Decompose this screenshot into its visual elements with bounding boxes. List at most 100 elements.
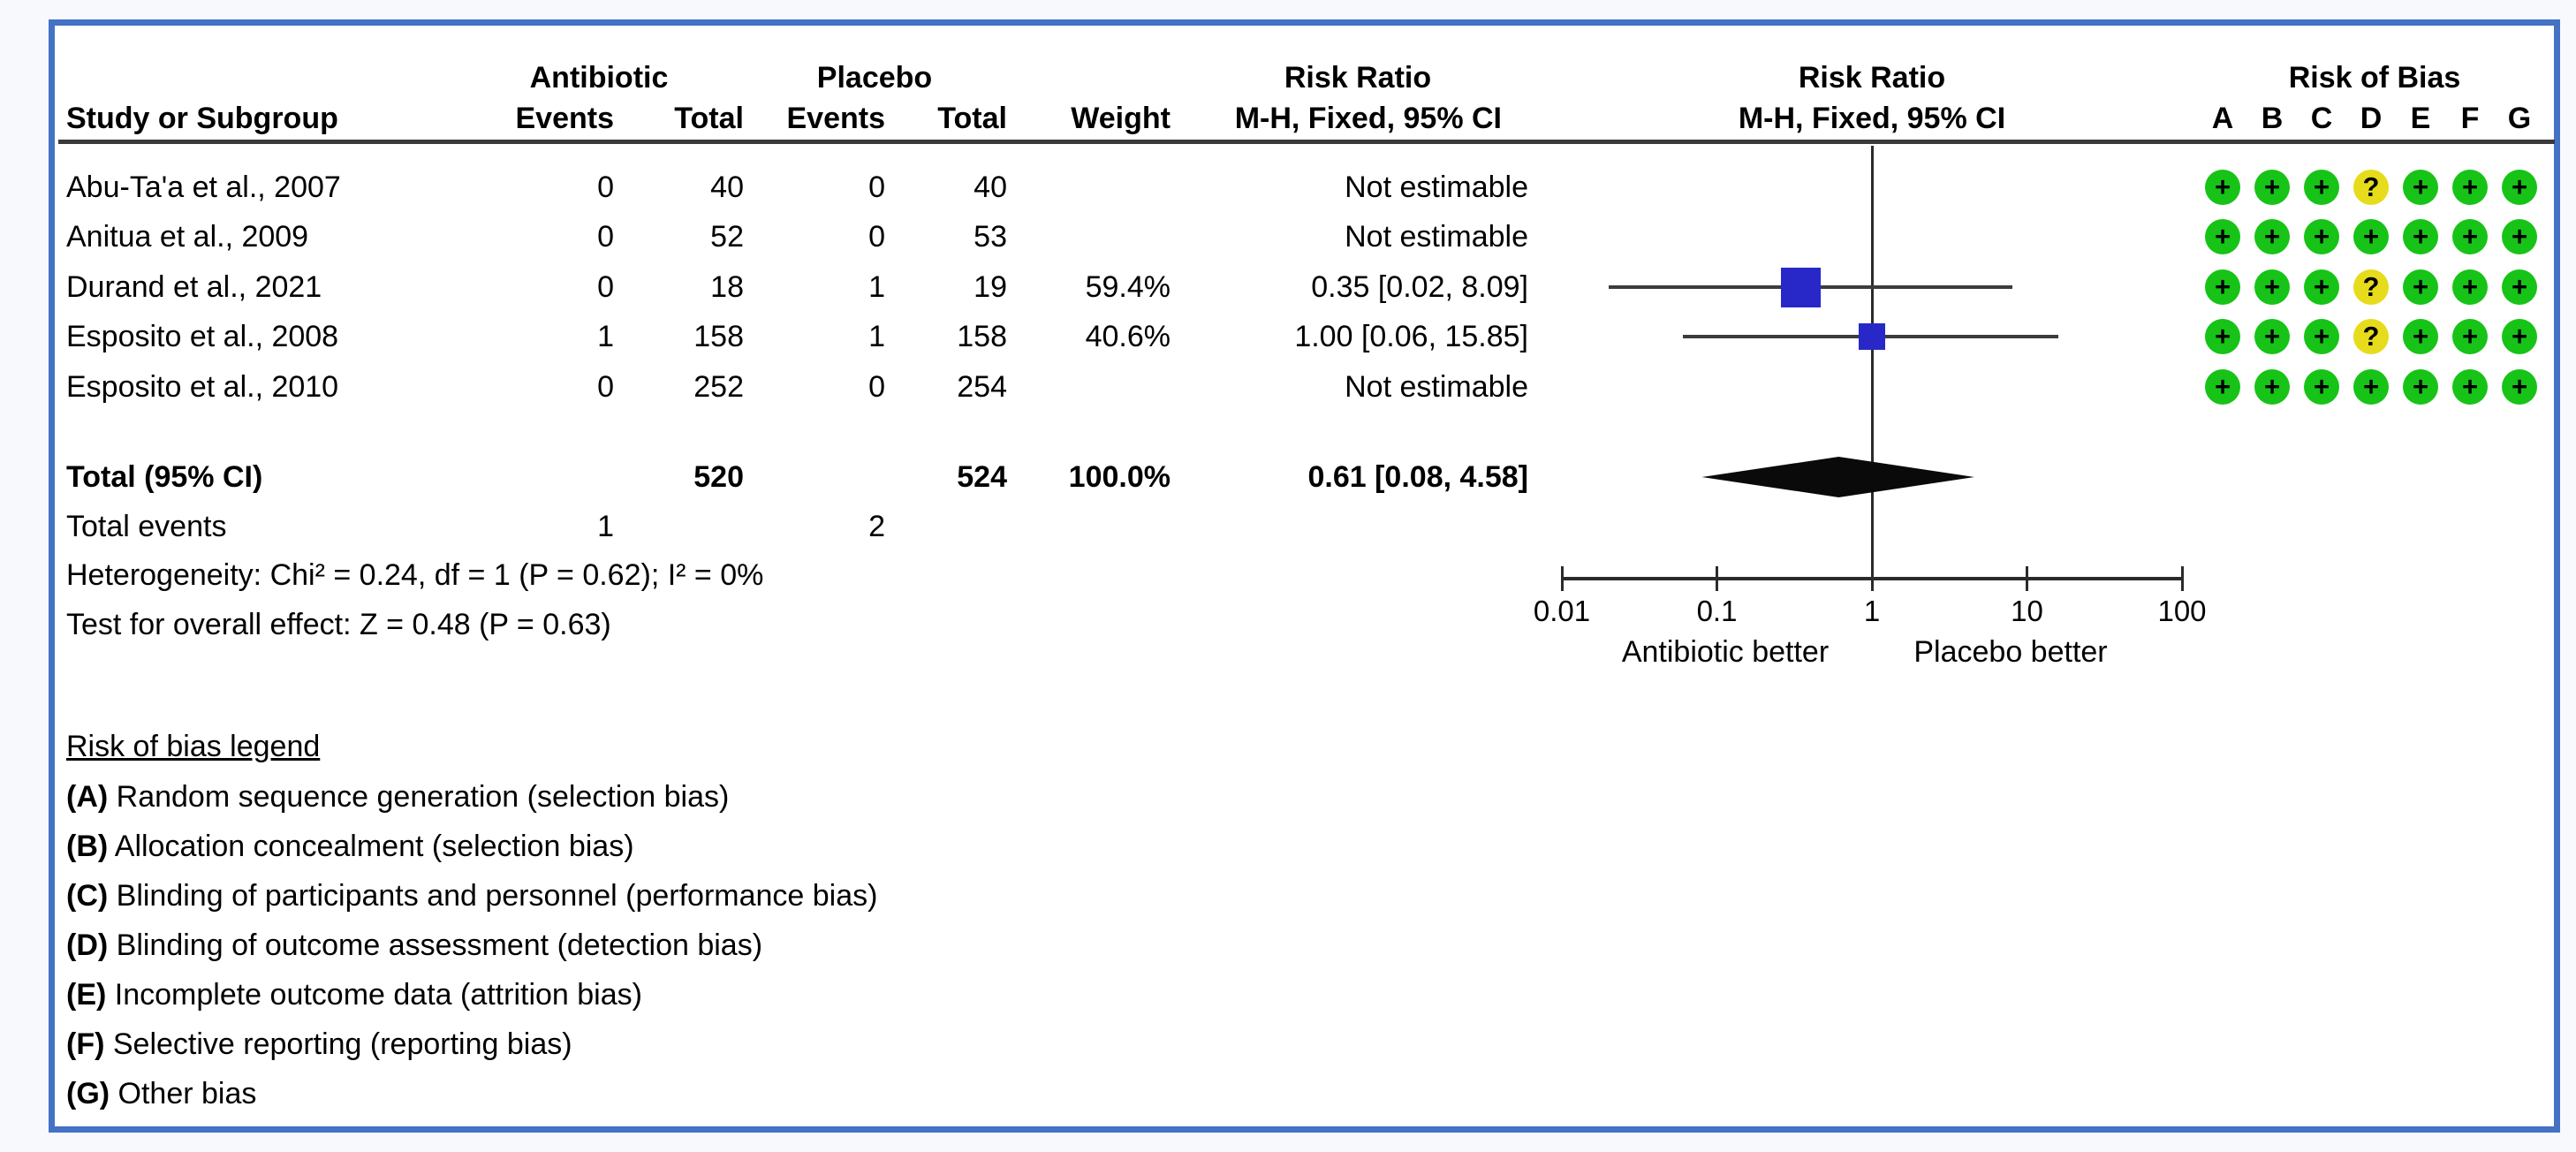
axis-tick: [1560, 566, 1564, 591]
risk-of-bias-dot: +: [2205, 170, 2240, 205]
risk-of-bias-dot: +: [2502, 319, 2537, 354]
legend-item: (F) Selective reporting (reporting bias): [66, 1019, 572, 1069]
events-antibiotic: 0: [597, 370, 614, 404]
total-placebo: 53: [974, 220, 1007, 254]
legend-item-text: Random sequence generation (selection bi…: [108, 780, 730, 814]
risk-of-bias-dot: +: [2254, 219, 2290, 254]
legend-item: (D) Blinding of outcome assessment (dete…: [66, 921, 762, 970]
risk-of-bias-dot: +: [2403, 269, 2438, 305]
legend-item: (G) Other bias: [66, 1069, 256, 1118]
total-rr-ci: 0.61 [0.08, 4.58]: [1307, 460, 1528, 494]
risk-of-bias-dot: +: [2403, 319, 2438, 354]
group-header-antibiotic: Antibiotic: [529, 61, 669, 95]
axis-tick-label: 100: [2157, 595, 2207, 627]
total-events-label: Total events: [66, 510, 227, 543]
column-header-risk-ratio-plot: Risk Ratio: [1798, 61, 1946, 95]
risk-of-bias-letter: B: [2261, 102, 2284, 135]
total-events-placebo: 2: [868, 510, 885, 543]
risk-of-bias-letter: G: [2507, 102, 2532, 135]
events-placebo: 1: [868, 270, 885, 304]
risk-of-bias-dot: +: [2254, 369, 2290, 405]
total-antibiotic: 252: [693, 370, 744, 404]
events-placebo: 0: [868, 220, 885, 254]
events-antibiotic: 0: [597, 220, 614, 254]
column-header-risk-ratio-text: Risk Ratio: [1284, 61, 1432, 95]
axis-label-antibiotic-better: Antibiotic better: [1621, 635, 1830, 669]
legend-item-text: Blinding of participants and personnel (…: [108, 879, 878, 913]
risk-of-bias-letter: D: [2360, 102, 2383, 135]
effect-square: [1859, 323, 1885, 350]
axis-tick-label: 10: [2011, 595, 2043, 627]
events-placebo: 0: [868, 171, 885, 204]
weight-value: 59.4%: [1085, 270, 1171, 304]
risk-of-bias-dot: +: [2403, 369, 2438, 405]
axis-tick: [1870, 566, 1874, 591]
risk-of-bias-letter: A: [2211, 102, 2234, 135]
table-row: Abu-Ta'a et al., 2007 0 40 0 40 Not estimable: [0, 163, 2576, 212]
risk-of-bias-dot: +: [2403, 170, 2438, 205]
effect-square: [1781, 267, 1822, 307]
study-name: Durand et al., 2021: [66, 270, 322, 304]
risk-of-bias-dot: +: [2502, 269, 2537, 305]
total-antibiotic: 18: [710, 270, 744, 304]
legend-item-text: Selective reporting (reporting bias): [104, 1027, 572, 1061]
risk-of-bias-dot: +: [2502, 219, 2537, 254]
axis-tick: [1716, 566, 1718, 591]
risk-ratio-ci-text: 1.00 [0.06, 15.85]: [1294, 320, 1528, 353]
group-header-placebo: Placebo: [816, 61, 933, 95]
legend-item: (E) Incomplete outcome data (attrition b…: [66, 970, 642, 1019]
risk-of-bias-dot: +: [2452, 269, 2488, 305]
column-header-mh-fixed-ci-plot: M-H, Fixed, 95% CI: [1738, 102, 2006, 135]
risk-of-bias-dot: +: [2304, 219, 2339, 254]
total-label: Total (95% CI): [66, 460, 263, 494]
risk-of-bias-dot: +: [2452, 219, 2488, 254]
total-events-antibiotic: 1: [597, 510, 614, 543]
risk-of-bias-dot: +: [2205, 269, 2240, 305]
column-header-weight: Weight: [1071, 102, 1171, 135]
events-antibiotic: 0: [597, 171, 614, 204]
column-header-events-antibiotic: Events: [515, 102, 615, 135]
total-antibiotic: 158: [693, 320, 744, 353]
column-header-study: Study or Subgroup: [66, 102, 338, 135]
study-name: Abu-Ta'a et al., 2007: [66, 171, 341, 204]
axis-tick-label: 0.01: [1533, 595, 1591, 627]
table-row: Anitua et al., 2009 0 52 0 53 Not estimable: [0, 212, 2576, 261]
risk-of-bias-dot: +: [2452, 170, 2488, 205]
risk-of-bias-legend-title: Risk of bias legend: [66, 730, 321, 763]
heterogeneity-row: Heterogeneity: Chi² = 0.24, df = 1 (P = …: [0, 550, 2576, 600]
risk-of-bias-dot: ?: [2353, 170, 2389, 205]
total-weight: 100.0%: [1068, 460, 1171, 494]
events-antibiotic: 0: [597, 270, 614, 304]
study-name: Esposito et al., 2010: [66, 370, 339, 404]
legend-item-text: Allocation concealment (selection bias): [108, 830, 634, 863]
risk-of-bias-dot: +: [2502, 369, 2537, 405]
header-divider-line: [58, 140, 2555, 144]
column-header-total-placebo: Total: [937, 102, 1007, 135]
legend-item: (C) Blinding of participants and personn…: [66, 871, 877, 921]
no-effect-line: [1870, 146, 1874, 580]
legend-item-tag: (D): [66, 928, 109, 962]
legend-item-text: Blinding of outcome assessment (detectio…: [108, 928, 763, 962]
risk-of-bias-dot: +: [2254, 319, 2290, 354]
risk-ratio-ci-text: Not estimable: [1345, 370, 1528, 404]
table-row: Durand et al., 2021 0 18 1 19 59.4% 0.35 [0.02…: [0, 262, 2576, 312]
risk-of-bias-dot: +: [2205, 219, 2240, 254]
total-events-row: Total events 1 2: [0, 502, 2576, 551]
events-placebo: 1: [868, 320, 885, 353]
risk-of-bias-dot: +: [2452, 369, 2488, 405]
risk-of-bias-dot: ?: [2353, 319, 2389, 354]
column-header-events-placebo: Events: [786, 102, 886, 135]
total-placebo-n: 524: [957, 460, 1007, 494]
legend-item-tag: (G): [66, 1077, 110, 1110]
risk-of-bias-dot: +: [2205, 369, 2240, 405]
risk-of-bias-dot: +: [2304, 319, 2339, 354]
total-placebo: 254: [957, 370, 1007, 404]
overall-effect-row: Test for overall effect: Z = 0.48 (P = 0…: [0, 600, 2576, 649]
weight-value: 40.6%: [1085, 320, 1171, 353]
study-name: Esposito et al., 2008: [66, 320, 339, 353]
risk-of-bias-dot: +: [2304, 269, 2339, 305]
figure-border: [49, 19, 2560, 1133]
legend-item-tag: (C): [66, 879, 109, 913]
risk-of-bias-letter: C: [2310, 102, 2333, 135]
